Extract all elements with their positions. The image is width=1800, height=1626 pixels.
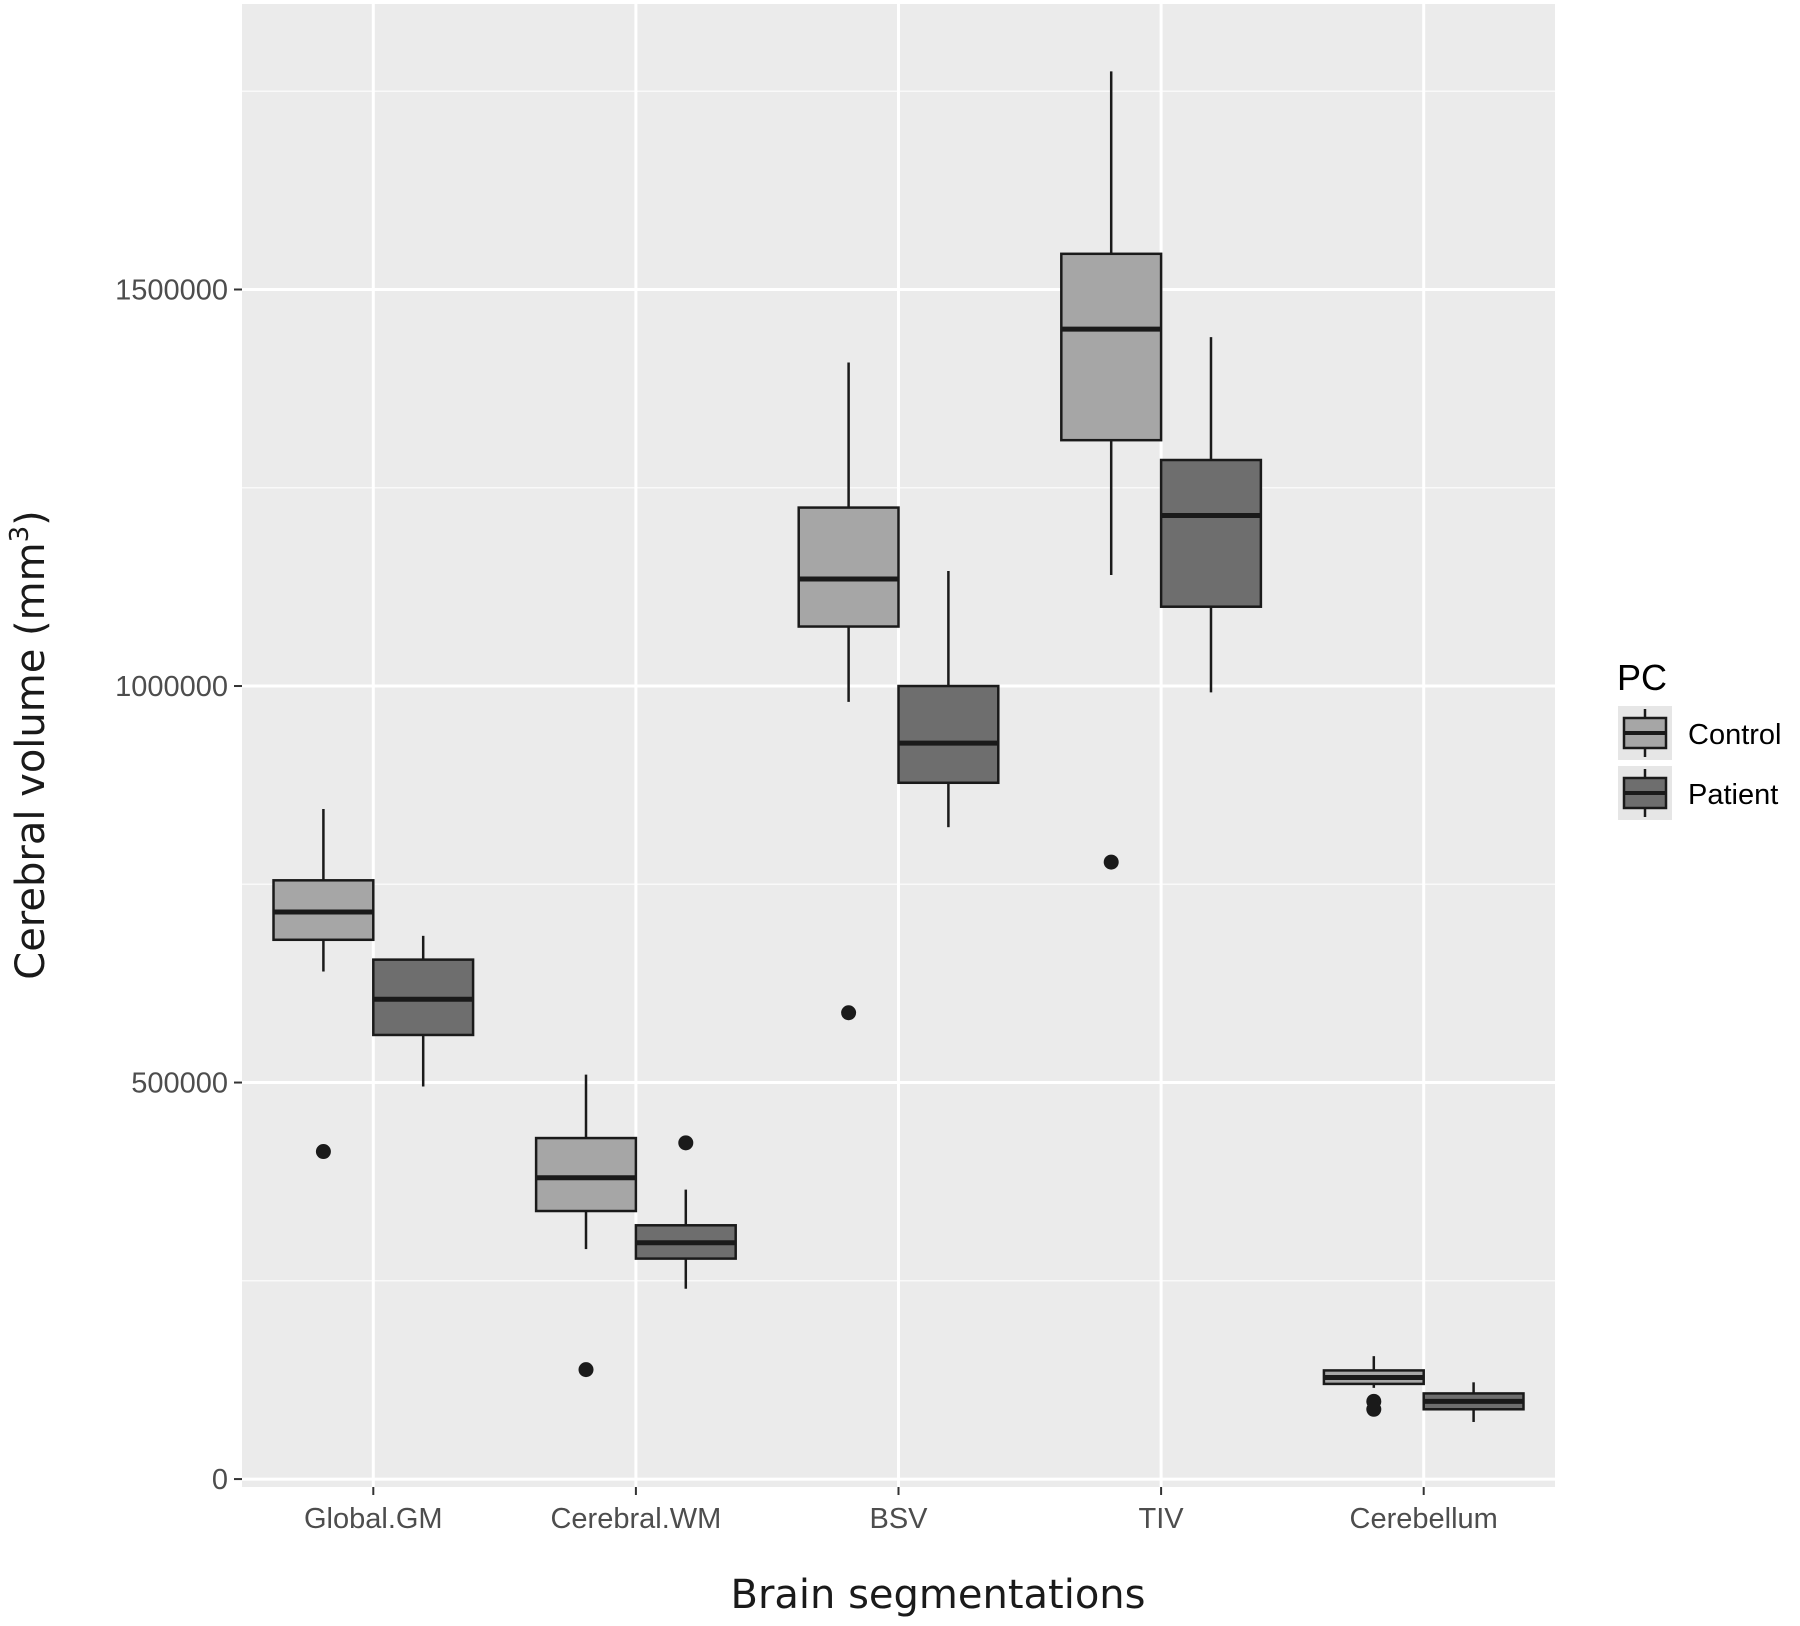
y-tick-label: 1000000 bbox=[115, 671, 228, 703]
axes: 0 500000 1000000 1500000 Global.GM Cerebral.W… bbox=[115, 274, 1498, 1535]
box-patient-global-gm bbox=[372, 935, 475, 1087]
x-tick-label: Global.GM bbox=[304, 1503, 443, 1535]
legend-label-patient: Patient bbox=[1688, 779, 1778, 811]
box-patient-bsv bbox=[897, 571, 1000, 828]
legend-item-patient: Patient bbox=[1618, 766, 1778, 820]
box-control-tiv bbox=[1060, 71, 1163, 870]
legend-title: PC bbox=[1617, 657, 1667, 698]
box-control-cerebellum bbox=[1322, 1356, 1425, 1417]
y-tick-label: 1500000 bbox=[115, 274, 228, 306]
outlier-point bbox=[1103, 854, 1119, 870]
iqr-box bbox=[534, 1136, 638, 1213]
outlier-point bbox=[578, 1362, 594, 1378]
legend-keys: Control Patient bbox=[1618, 706, 1782, 820]
box-patient-cerebral-wm bbox=[634, 1135, 737, 1289]
x-tick-label: Cerebellum bbox=[1350, 1503, 1498, 1535]
iqr-box bbox=[1060, 252, 1163, 442]
y-axis-title: Cerebral volume (mm3) bbox=[5, 510, 54, 979]
box-patient-tiv bbox=[1159, 337, 1263, 693]
box-control-global-gm bbox=[272, 808, 375, 1160]
y-tick-label: 0 bbox=[212, 1464, 228, 1496]
x-tick-label: Cerebral.WM bbox=[550, 1503, 721, 1535]
legend-label-control: Control bbox=[1688, 719, 1782, 751]
y-axis-title-main: Cerebral volume (mm bbox=[8, 542, 54, 979]
box-control-cerebral-wm bbox=[534, 1074, 638, 1378]
legend: PC Control Patient bbox=[1617, 657, 1782, 820]
y-axis-title-suffix: ) bbox=[8, 510, 54, 526]
y-axis-title-superscript: 3 bbox=[5, 526, 35, 543]
outlier-point bbox=[315, 1144, 331, 1160]
outlier-point bbox=[678, 1135, 694, 1151]
y-tick-label: 500000 bbox=[131, 1068, 228, 1100]
box-control-bsv bbox=[797, 362, 900, 1021]
iqr-box bbox=[1159, 458, 1263, 608]
legend-item-control: Control bbox=[1618, 706, 1782, 760]
iqr-box bbox=[897, 684, 1000, 785]
outlier-point bbox=[1366, 1401, 1382, 1417]
outlier-point bbox=[841, 1005, 857, 1021]
iqr-box bbox=[797, 506, 900, 628]
x-axis-title: Brain segmentations bbox=[731, 1572, 1146, 1618]
x-tick-label: TIV bbox=[1139, 1503, 1185, 1535]
box-patient-cerebellum bbox=[1422, 1382, 1525, 1422]
box-layer bbox=[272, 71, 1525, 1422]
x-tick-label: BSV bbox=[869, 1503, 928, 1535]
